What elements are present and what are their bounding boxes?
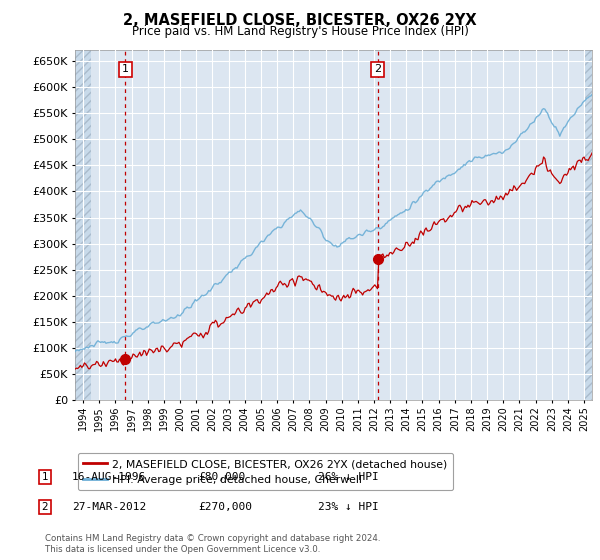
- Text: 1: 1: [41, 472, 49, 482]
- Text: £270,000: £270,000: [198, 502, 252, 512]
- Legend: 2, MASEFIELD CLOSE, BICESTER, OX26 2YX (detached house), HPI: Average price, det: 2, MASEFIELD CLOSE, BICESTER, OX26 2YX (…: [78, 453, 453, 491]
- Text: 23% ↓ HPI: 23% ↓ HPI: [318, 502, 379, 512]
- Text: 1: 1: [122, 64, 129, 74]
- Text: £80,000: £80,000: [198, 472, 245, 482]
- Bar: [584, 50, 592, 400]
- Text: 27-MAR-2012: 27-MAR-2012: [72, 502, 146, 512]
- Text: 2, MASEFIELD CLOSE, BICESTER, OX26 2YX: 2, MASEFIELD CLOSE, BICESTER, OX26 2YX: [123, 13, 477, 29]
- Text: 16-AUG-1996: 16-AUG-1996: [72, 472, 146, 482]
- Text: Contains HM Land Registry data © Crown copyright and database right 2024.
This d: Contains HM Land Registry data © Crown c…: [45, 534, 380, 554]
- Text: 2: 2: [374, 64, 381, 74]
- Text: 2: 2: [41, 502, 49, 512]
- Text: Price paid vs. HM Land Registry's House Price Index (HPI): Price paid vs. HM Land Registry's House …: [131, 25, 469, 38]
- Text: 26% ↓ HPI: 26% ↓ HPI: [318, 472, 379, 482]
- Bar: [75, 50, 91, 400]
